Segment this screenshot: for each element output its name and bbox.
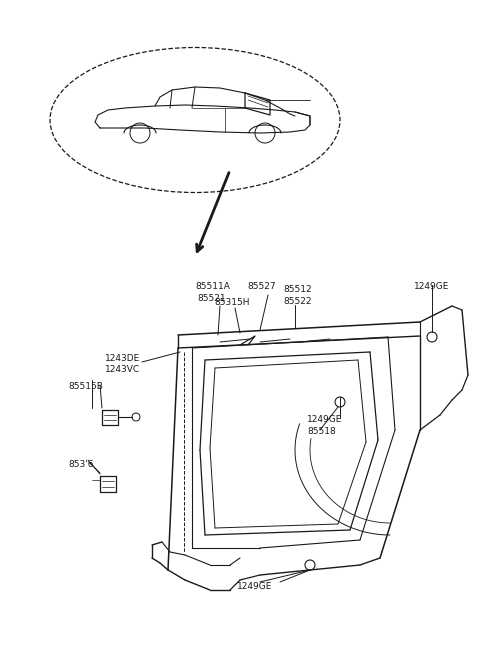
Text: 85518: 85518 bbox=[307, 427, 336, 436]
Text: 85512: 85512 bbox=[283, 285, 312, 294]
Text: 853'6: 853'6 bbox=[68, 460, 94, 469]
Text: 1243DE: 1243DE bbox=[105, 354, 140, 363]
Text: 85521: 85521 bbox=[197, 294, 226, 303]
Text: 1249GE: 1249GE bbox=[414, 282, 449, 291]
Text: 85515B: 85515B bbox=[68, 382, 103, 391]
Text: 1249GE: 1249GE bbox=[307, 415, 342, 424]
Text: 1243VC: 1243VC bbox=[105, 365, 140, 374]
Text: 1249GE: 1249GE bbox=[237, 582, 272, 591]
Text: 85511A: 85511A bbox=[195, 282, 230, 291]
Text: 85522: 85522 bbox=[283, 297, 312, 306]
Text: 85315H: 85315H bbox=[214, 298, 250, 307]
Text: 85527: 85527 bbox=[247, 282, 276, 291]
